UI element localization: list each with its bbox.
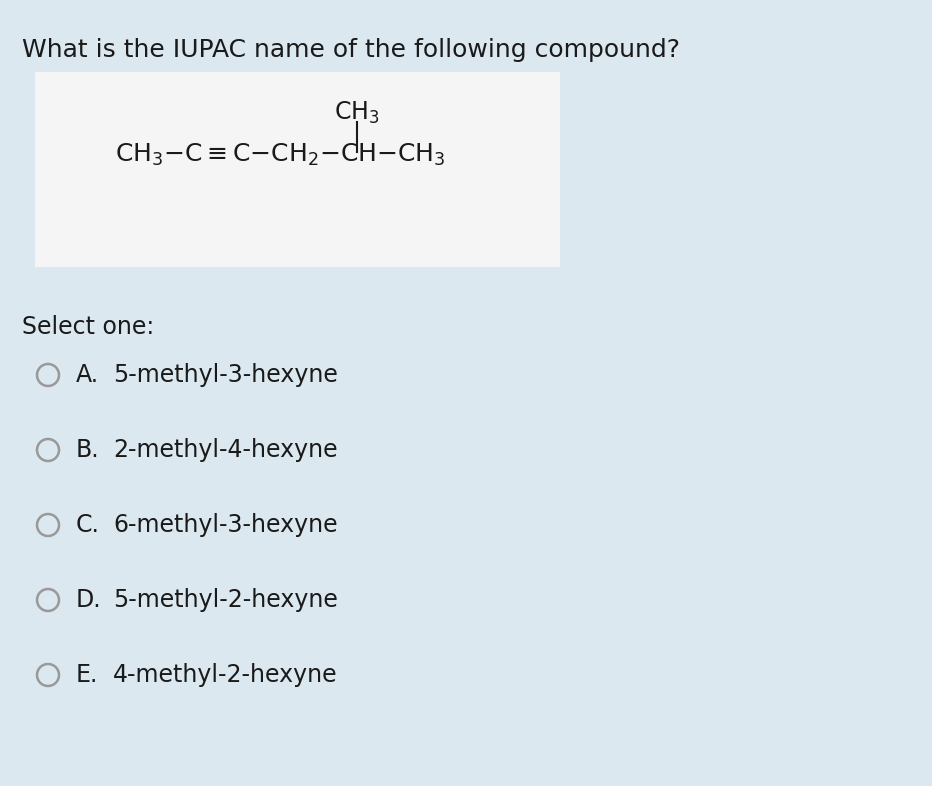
Text: $\mathdefault{CH_3{-}C{\equiv}C{-}CH_2{-}CH{-}CH_3}$: $\mathdefault{CH_3{-}C{\equiv}C{-}CH_2{-… [115,142,445,168]
Text: What is the IUPAC name of the following compound?: What is the IUPAC name of the following … [22,38,680,62]
Text: 6-methyl-3-hexyne: 6-methyl-3-hexyne [113,513,337,537]
Text: 5-methyl-2-hexyne: 5-methyl-2-hexyne [113,588,338,612]
Text: B.: B. [76,438,100,462]
Text: 2-methyl-4-hexyne: 2-methyl-4-hexyne [113,438,337,462]
FancyBboxPatch shape [35,72,560,267]
Text: 5-methyl-3-hexyne: 5-methyl-3-hexyne [113,363,338,387]
Text: Select one:: Select one: [22,315,155,339]
Text: A.: A. [76,363,99,387]
Text: D.: D. [76,588,102,612]
Text: C.: C. [76,513,100,537]
Text: E.: E. [76,663,99,687]
Text: $\mathdefault{CH_3}$: $\mathdefault{CH_3}$ [335,100,380,127]
Text: 4-methyl-2-hexyne: 4-methyl-2-hexyne [113,663,337,687]
